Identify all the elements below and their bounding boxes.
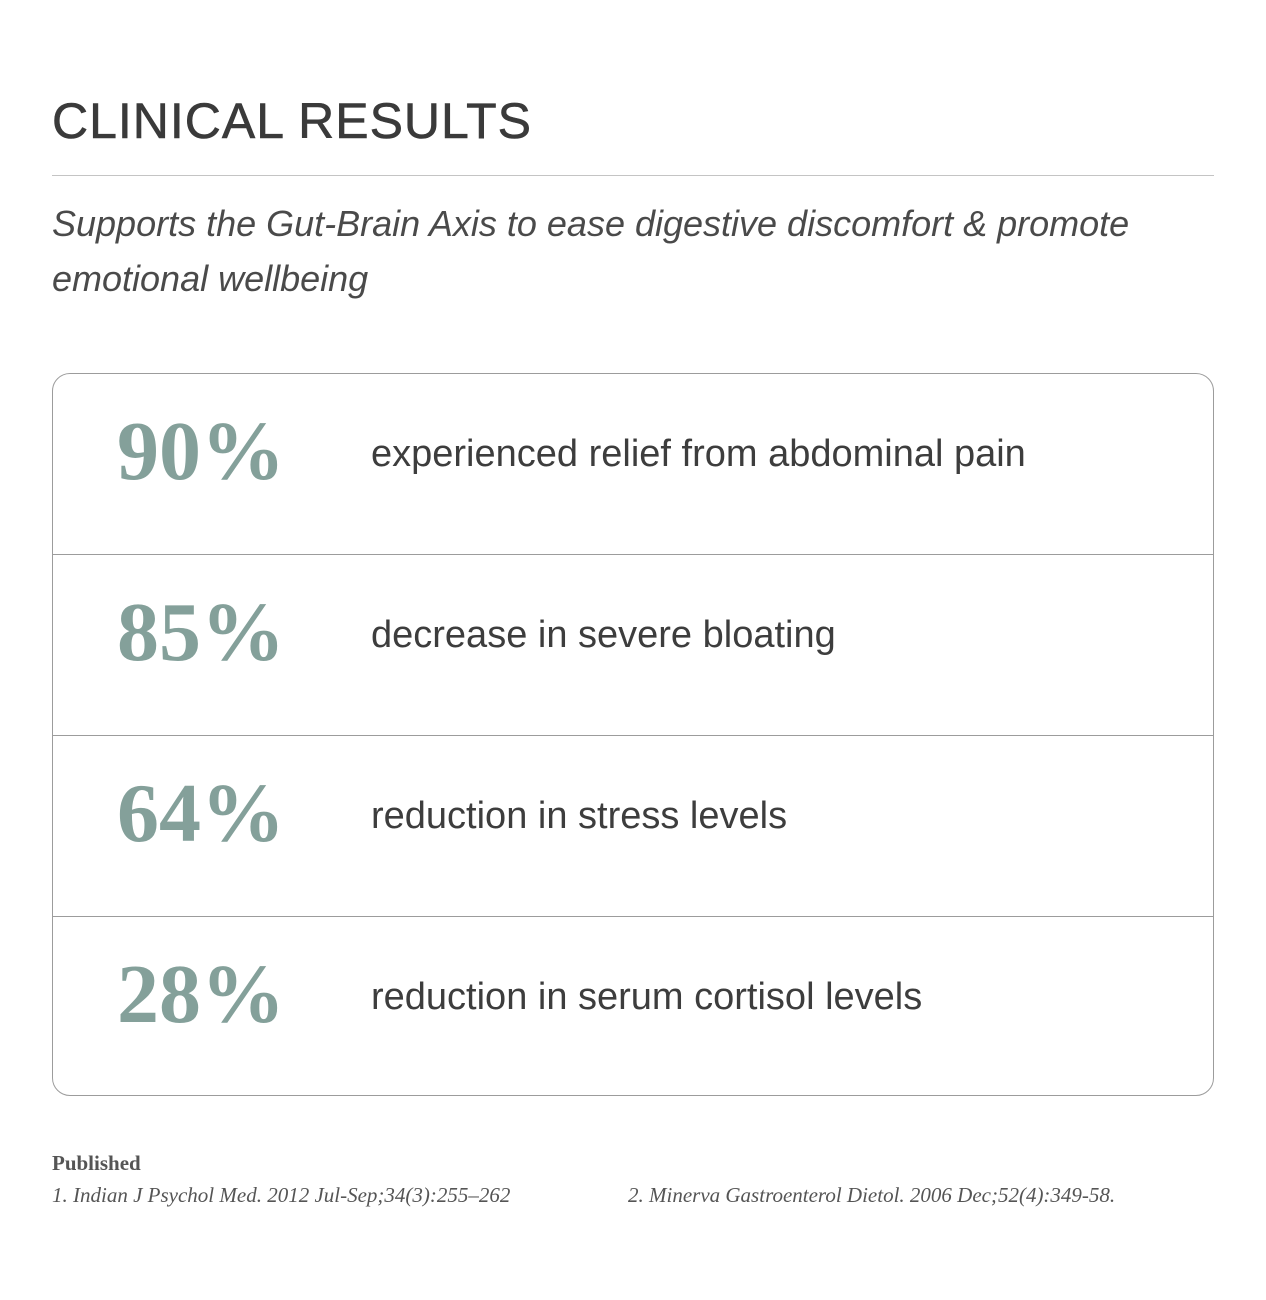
stat: 64% — [117, 767, 285, 860]
result-row: 28% reduction in serum cortisol levels — [53, 917, 1213, 1095]
result-row: 90% experienced relief from abdominal pai… — [53, 374, 1213, 555]
stat: 90% — [117, 405, 285, 498]
results-box: 90% experienced relief from abdominal pai… — [52, 373, 1214, 1096]
stat-description: decrease in severe bloating — [371, 614, 836, 656]
result-row: 85% decrease in severe bloating — [53, 555, 1213, 736]
result-row: 64% reduction in stress levels — [53, 736, 1213, 917]
footer-label: Published — [52, 1151, 141, 1175]
divider — [52, 175, 1214, 176]
reference: 1. Indian J Psychol Med. 2012 Jul-Sep;34… — [52, 1183, 511, 1207]
stat-description: experienced relief from abdominal pain — [371, 433, 1026, 475]
stat-description: reduction in stress levels — [371, 795, 788, 837]
stat: 28% — [117, 948, 285, 1041]
subtitle: Supports the Gut-Brain Axis to ease dige… — [52, 203, 1130, 299]
section-title: CLINICAL RESULTS — [52, 93, 533, 150]
reference: 2. Minerva Gastroenterol Dietol. 2006 De… — [628, 1183, 1116, 1207]
stat: 85% — [117, 586, 285, 679]
stat-description: reduction in serum cortisol levels — [371, 976, 923, 1018]
